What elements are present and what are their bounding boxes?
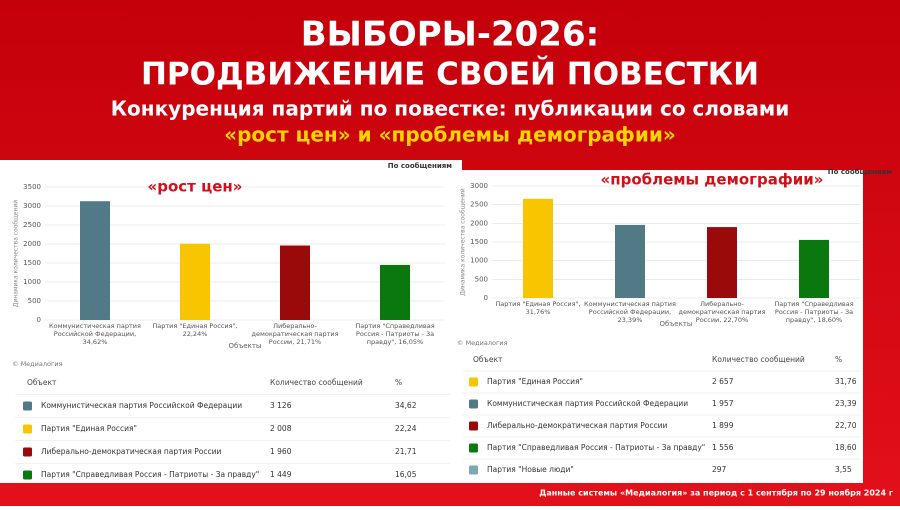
table-cell: 1 899 [712,421,734,430]
x-tick-label-box: Либерально-демократическая партия России… [251,322,339,347]
table-cell: 2 008 [270,424,292,433]
y-tick-label: 3500 [23,183,41,191]
x-tick-label: Либерально-демократическая партия России… [251,322,339,347]
y-tick-label: 0 [484,294,488,302]
party-icon [469,443,478,453]
y-tick-label: 500 [475,275,488,283]
table-cell: 297 [712,465,727,474]
y-tick-label: 1500 [470,238,488,246]
table-header: Количество сообщений [270,378,363,387]
table-cell: Партия "Справедливая Россия - Патриоты -… [487,443,705,452]
table-header: % [395,378,402,387]
table-cell: 22,70 [835,421,857,430]
party-icon [469,377,478,387]
y-tick-label: 500 [28,297,41,305]
table-cell: Партия "Единая Россия" [487,377,583,386]
x-tick-label-box: Коммунистическая партия Российской Федер… [49,322,141,347]
chart-title: «рост цен» [148,178,243,196]
table-cell: 1 957 [712,399,734,408]
y-tick-label: 0 [37,316,41,324]
credit: © Медиалогия [12,360,63,368]
table-cell: Партия "Новые люди" [487,465,574,474]
x-tick-label: Партия "Единая Россия", 31,76% [495,300,581,317]
table-cell: 1 960 [270,447,292,456]
y-tick-label: 2500 [470,201,488,209]
y-tick-label: 2000 [470,219,488,227]
chart-title: «проблемы демографии» [601,171,824,189]
bar [799,239,829,298]
bar [615,224,645,298]
table-cell: Коммунистическая партия Российской Федер… [487,399,688,408]
footer: Данные системы «Медиалогия» за период с … [539,488,893,498]
y-tick-label: 1000 [470,257,488,265]
table-cell: 34,62 [395,401,417,410]
bar [280,245,310,320]
subtitle: Конкуренция партий по повестке: публикац… [111,97,790,121]
table-cell: 22,24 [395,424,417,433]
table-cell: 16,05 [395,470,417,479]
table-cell: 1 556 [712,443,734,452]
subtitle-highlight: «рост цен» и «проблемы демографии» [224,123,676,147]
table-cell: Либерально-демократическая партия России [487,421,668,430]
table-header: Количество сообщений [712,355,805,364]
legend-label: По сообщениям [828,168,892,176]
bar [180,243,210,320]
left-panel [0,160,462,483]
table-cell: Партия "Единая Россия" [41,424,137,433]
x-tick-label: Коммунистическая партия Российской Федер… [584,300,676,325]
table-cell: Либерально-демократическая партия России [41,447,222,456]
x-tick-label-box: Коммунистическая партия Российской Федер… [584,300,676,325]
bar [523,198,553,298]
credit: © Медиалогия [457,339,508,347]
title-line1: ВЫБОРЫ-2026: [301,15,599,55]
table-cell: 3 126 [270,401,292,410]
y-tick-label: 3000 [23,202,41,210]
table-cell: 2 657 [712,377,734,386]
table-cell: Коммунистическая партия Российской Федер… [41,401,242,410]
y-axis-label: Динамика количества сообщений [460,188,467,296]
table-header: % [835,355,842,364]
party-icon [23,470,32,480]
bar [380,264,410,320]
y-tick-label: 2000 [23,240,41,248]
title-line2: ПРОДВИЖЕНИЕ СВОЕЙ ПОВЕСТКИ [141,57,759,93]
table-header: Объект [27,378,57,387]
table-cell: 21,71 [395,447,417,456]
table-header: Объект [473,355,503,364]
x-tick-label-box: Либерально-демократическая партия России… [678,300,766,325]
bar [707,227,737,298]
table-cell: Партия "Справедливая Россия - Патриоты -… [41,470,259,479]
table-cell: 1 449 [270,470,292,479]
x-tick-label: Коммунистическая партия Российской Федер… [49,322,141,347]
x-tick-label: Партия "Единая Россия", 22,24% [152,322,238,339]
x-tick-label: Партия "Справедливая Россия - Патриоты -… [774,300,854,325]
party-icon [23,401,32,411]
x-tick-label: Либерально-демократическая партия России… [678,300,766,325]
party-icon [469,399,478,409]
bar [80,201,110,320]
y-tick-label: 1000 [23,278,41,286]
table-cell: 31,76 [835,377,857,386]
x-axis-label: Объекты [229,342,262,350]
party-icon [469,421,478,431]
party-icon [469,465,478,475]
party-icon [23,424,32,434]
table-cell: 3,55 [835,465,852,474]
table-cell: 18,60 [835,443,857,452]
y-tick-label: 2500 [23,221,41,229]
x-axis-label: Объекты [660,320,693,328]
x-tick-label-box: Партия "Справедливая Россия - Патриоты -… [774,300,854,325]
table-cell: 23,39 [835,399,857,408]
y-tick-label: 3000 [470,182,488,190]
x-tick-label-box: Партия "Единая Россия", 31,76% [495,300,581,317]
x-tick-label: Партия "Справедливая Россия - Патриоты -… [355,322,435,347]
x-tick-label-box: Партия "Единая Россия", 22,24% [152,322,238,339]
y-tick-label: 1500 [23,259,41,267]
legend-label: По сообщениям [388,162,452,170]
party-icon [23,447,32,457]
x-tick-label-box: Партия "Справедливая Россия - Патриоты -… [355,322,435,347]
y-axis-label: Динамика количества сообщений [13,200,20,308]
